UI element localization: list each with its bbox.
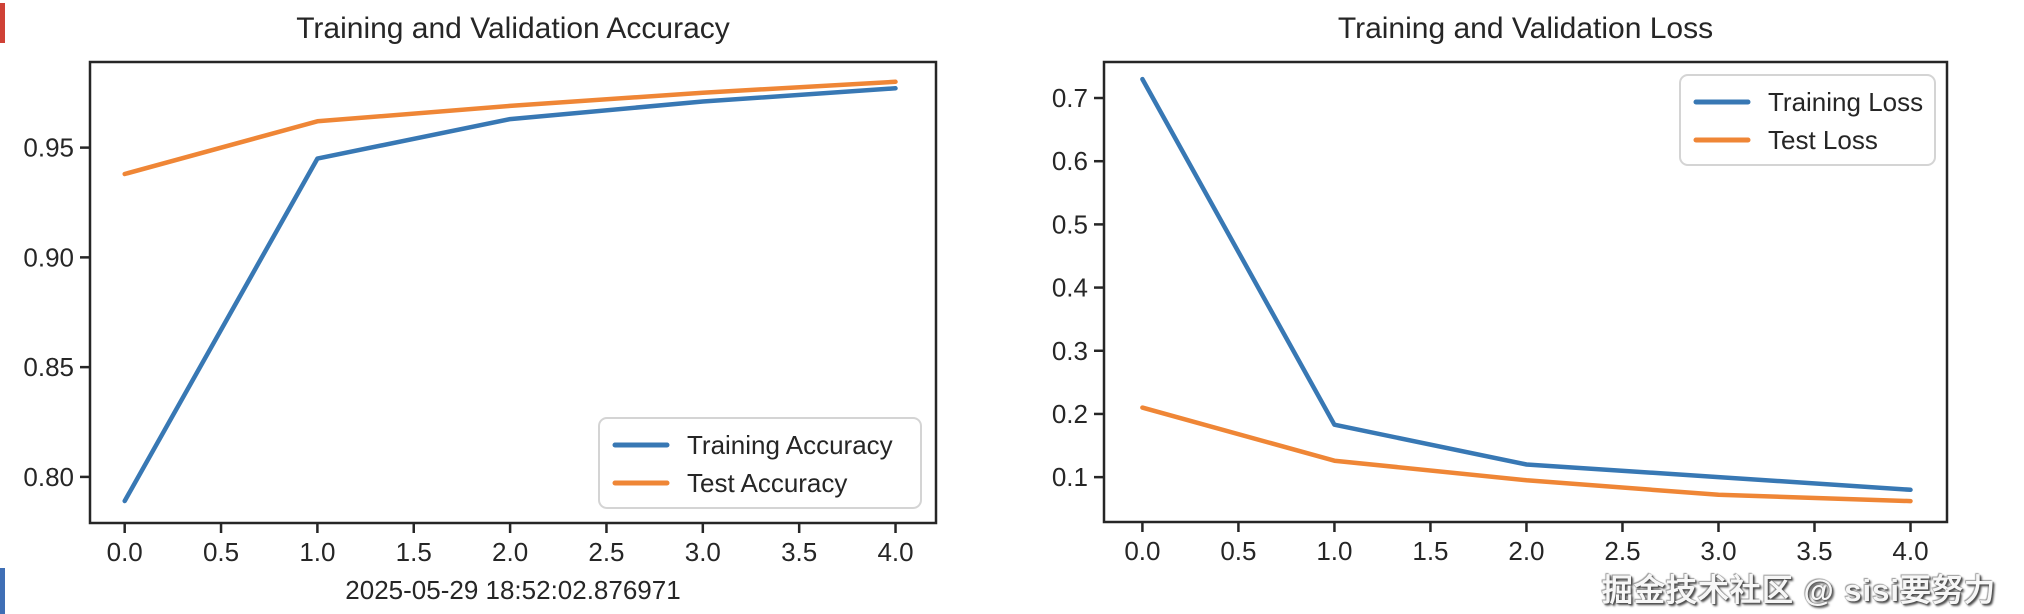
chart-title: Training and Validation Accuracy <box>296 12 730 45</box>
y-tick-label: 0.90 <box>23 242 74 272</box>
y-tick-label: 0.85 <box>23 352 74 382</box>
y-tick-label: 0.5 <box>1052 209 1088 239</box>
subplot-training-and-validation-accuracy: Training and Validation Accuracy 0.0 0.5 1.… <box>23 12 938 605</box>
subplot-training-and-validation-loss: Training and Validation Loss 0.0 0.5 1.0 1.5… <box>1052 12 1949 566</box>
x-tick-label: 1.0 <box>1316 536 1352 566</box>
y-tick-label: 0.1 <box>1052 462 1088 492</box>
legend: Training Accuracy Test Accuracy <box>598 417 922 509</box>
legend-box <box>598 417 922 509</box>
y-tick-label: 0.2 <box>1052 399 1088 429</box>
x-tick-label: 0.0 <box>1124 536 1160 566</box>
y-tick-label: 0.95 <box>23 133 74 163</box>
x-tick-label: 2.0 <box>1508 536 1544 566</box>
test-accuracy-line <box>122 79 898 177</box>
y-tick-label: 0.7 <box>1052 83 1088 113</box>
y-tick-label: 0.3 <box>1052 336 1088 366</box>
test-loss-line <box>1140 405 1913 504</box>
x-tick-label: 2.5 <box>1604 536 1640 566</box>
watermark: 掘金技术社区 @ sisi要努力 <box>1601 573 1996 608</box>
left-edge-artifact-red <box>0 3 5 43</box>
training-accuracy-line <box>122 86 898 504</box>
x-tick-label: 2.0 <box>492 537 528 567</box>
x-tick-label: 3.0 <box>1700 536 1736 566</box>
x-tick-label: 2.5 <box>588 537 624 567</box>
chart-title: Training and Validation Loss <box>1338 12 1713 45</box>
x-tick-label: 1.0 <box>299 537 335 567</box>
legend-label-test-accuracy: Test Accuracy <box>687 468 847 498</box>
x-tick-label: 3.0 <box>685 537 721 567</box>
training-loss-line <box>1140 76 1913 493</box>
x-tick-label: 4.0 <box>1892 536 1928 566</box>
legend-label-training-loss: Training Loss <box>1768 87 1923 117</box>
x-axis-label: 2025-05-29 18:52:02.876971 <box>345 575 680 605</box>
x-tick-label: 0.5 <box>1220 536 1256 566</box>
x-tick-label: 0.5 <box>203 537 239 567</box>
x-tick-label: 3.5 <box>781 537 817 567</box>
legend: Training Loss Test Loss <box>1679 74 1936 166</box>
x-tick-label: 1.5 <box>1412 536 1448 566</box>
legend-label-training-accuracy: Training Accuracy <box>687 430 893 460</box>
y-tick-label: 0.80 <box>23 462 74 492</box>
x-tick-label: 0.0 <box>107 537 143 567</box>
x-tick-label: 4.0 <box>877 537 913 567</box>
x-tick-label: 1.5 <box>396 537 432 567</box>
y-tick-label: 0.4 <box>1052 273 1088 303</box>
legend-label-test-loss: Test Loss <box>1768 125 1878 155</box>
left-edge-artifact-blue <box>0 568 5 614</box>
x-tick-label: 3.5 <box>1796 536 1832 566</box>
y-tick-label: 0.6 <box>1052 146 1088 176</box>
axes-frame <box>88 60 938 525</box>
